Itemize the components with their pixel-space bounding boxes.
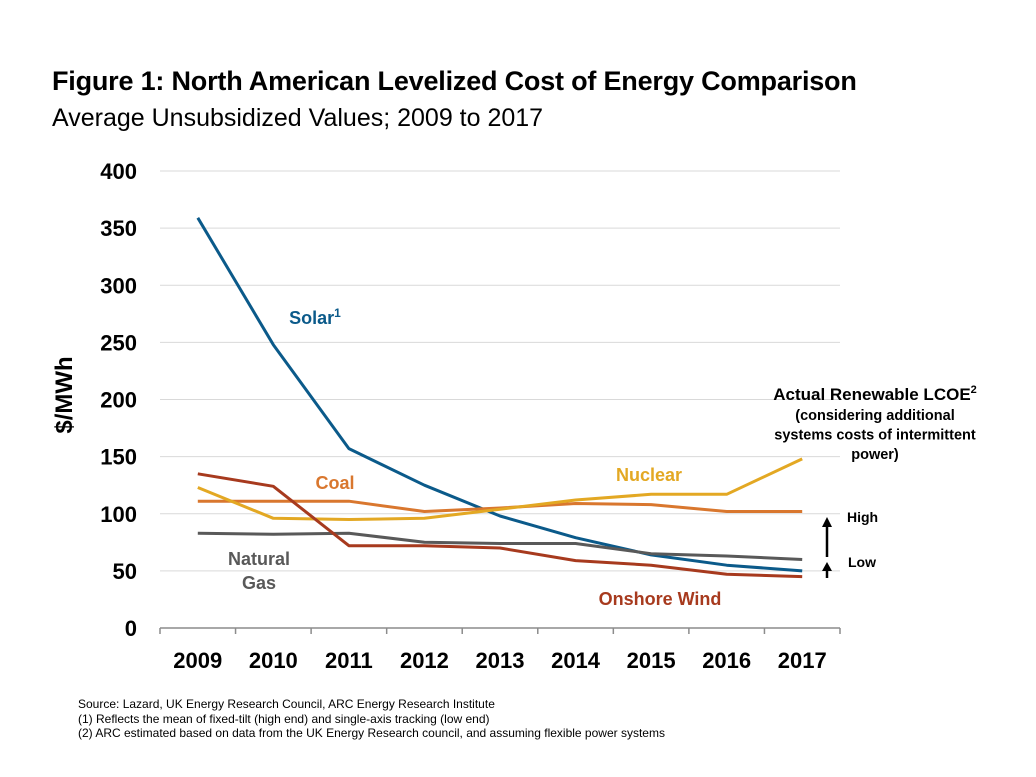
x-tick-label: 2012 <box>400 648 449 673</box>
source-line: Source: Lazard, UK Energy Research Counc… <box>78 697 495 711</box>
x-tick-label: 2017 <box>778 648 827 673</box>
natural-gas-label: Natural <box>228 549 290 569</box>
x-tick-label: 2010 <box>249 648 298 673</box>
y-tick-label: 50 <box>113 559 137 584</box>
series-labels: Solar1 Coal Nuclear Natural Gas Onshore Wind <box>228 306 721 609</box>
natural-gas-label: Gas <box>242 573 276 593</box>
x-tick-label: 2013 <box>476 648 525 673</box>
source-notes: Source: Lazard, UK Energy Research Counc… <box>78 697 665 741</box>
solar-label: Solar1 <box>289 306 341 328</box>
axes <box>159 627 841 634</box>
nuclear-line <box>197 457 803 521</box>
onshore-wind-label: Onshore Wind <box>599 589 722 609</box>
y-tick-label: 200 <box>100 388 137 413</box>
low-arrow-head <box>822 562 832 571</box>
solar-line <box>196 217 803 573</box>
y-tick-label: 400 <box>100 159 137 184</box>
y-tick-label: 250 <box>100 330 137 355</box>
footnote-2: (2) ARC estimated based on data from the… <box>78 726 665 740</box>
x-tick-label: 2014 <box>551 648 601 673</box>
footnote-1: (1) Reflects the mean of fixed-tilt (hig… <box>78 711 490 726</box>
annotation-line: power) <box>851 447 899 463</box>
annotation-line: systems costs of intermittent <box>774 428 976 444</box>
natural-gas-line <box>197 531 803 561</box>
coal-label: Coal <box>315 473 354 493</box>
annotation-footnote-marker: 2 <box>971 384 977 396</box>
onshore-wind-line <box>197 472 803 579</box>
series-lines <box>196 217 803 579</box>
renewable-lcoe-annotation: Actual Renewable LCOE2 (considering addit… <box>773 384 977 578</box>
x-tick-label: 2015 <box>627 648 676 673</box>
y-tick-label: 100 <box>100 502 137 527</box>
low-label: Low <box>848 554 876 570</box>
chart-subtitle: Average Unsubsidized Values; 2009 to 201… <box>52 104 544 132</box>
y-tick-labels: 0 50 100 150 200 250 300 350 400 <box>100 159 137 641</box>
x-tick-label: 2016 <box>702 648 751 673</box>
y-tick-label: 150 <box>100 445 137 470</box>
y-axis-label: $/MWh <box>51 356 78 433</box>
high-label: High <box>847 509 878 525</box>
x-tick-label: 2009 <box>173 648 222 673</box>
annotation-line: (considering additional <box>795 408 955 424</box>
nuclear-label: Nuclear <box>616 465 682 485</box>
y-tick-label: 300 <box>100 273 137 298</box>
x-tick-label: 2011 <box>325 648 373 673</box>
x-tick-labels: 2009 2010 2011 2012 2013 2014 2015 2016 2017 <box>173 648 826 673</box>
solar-footnote-marker: 1 <box>334 306 341 320</box>
annotation-title: Actual Renewable LCOE2 <box>773 384 977 404</box>
y-tick-label: 350 <box>100 216 137 241</box>
chart-title: Figure 1: North American Levelized Cost … <box>52 66 857 96</box>
high-arrow-head <box>822 517 832 527</box>
y-tick-label: 0 <box>125 616 137 641</box>
